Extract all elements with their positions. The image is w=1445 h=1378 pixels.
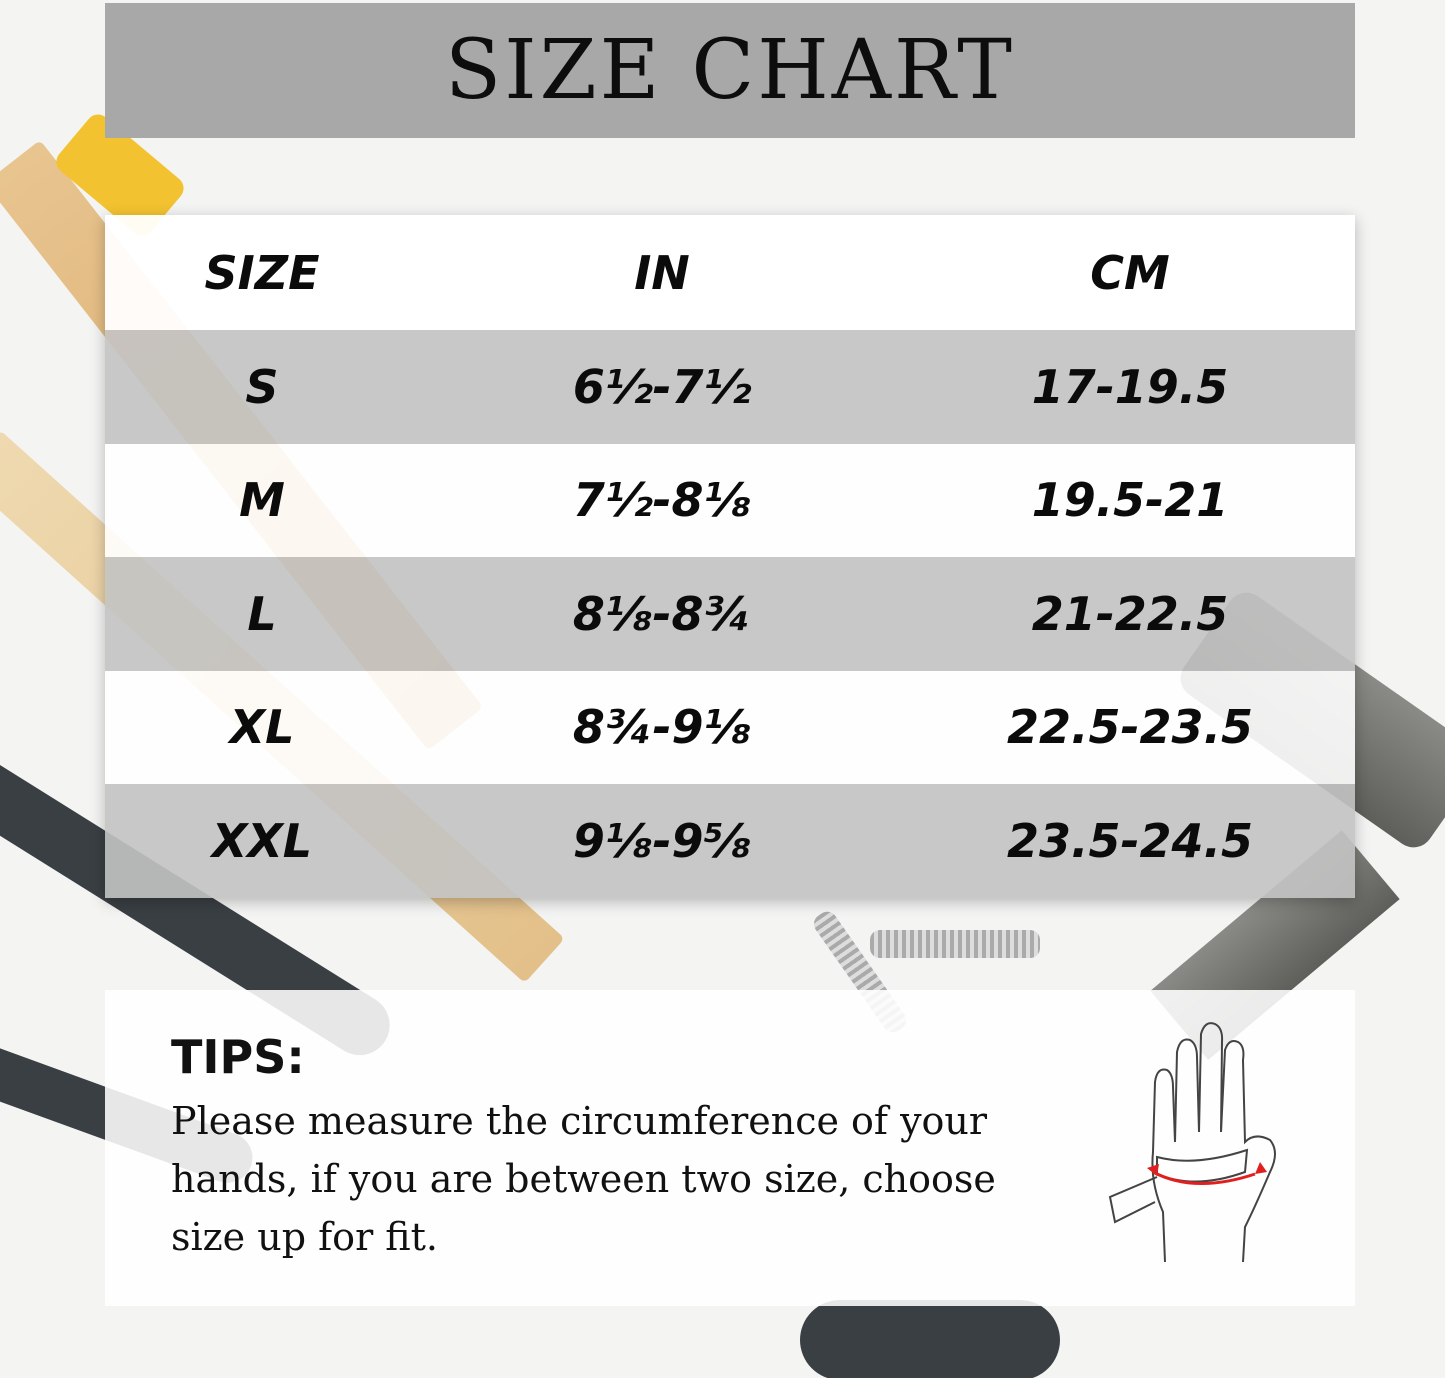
table-header-row: SIZE IN CM: [105, 215, 1355, 330]
header-cm: CM: [1090, 245, 1170, 300]
cell-cm: 22.5-23.5: [1006, 700, 1254, 755]
cell-size: XL: [229, 700, 295, 755]
cell-in: 8⅛-8¾: [572, 586, 752, 641]
table-row: M 7½-8⅛ 19.5-21: [105, 443, 1355, 557]
hand-measuring-tape-icon: [1108, 1022, 1276, 1263]
page-title: SIZE CHART: [445, 23, 1015, 118]
table-row: S 6½-7½ 17-19.5: [105, 330, 1355, 444]
cell-cm: 23.5-24.5: [1006, 813, 1254, 868]
cell-cm: 17-19.5: [1031, 359, 1229, 414]
tips-heading: TIPS:: [171, 1030, 305, 1084]
table-row: L 8⅛-8¾ 21-22.5: [105, 557, 1355, 671]
cell-in: 7½-8⅛: [572, 473, 752, 528]
tips-box: TIPS: Please measure the circumference o…: [105, 990, 1355, 1306]
size-table: SIZE IN CM S 6½-7½ 17-19.5 M 7½-8⅛ 19.5-…: [105, 215, 1355, 898]
cell-cm: 21-22.5: [1031, 586, 1229, 641]
cell-size: S: [245, 359, 279, 414]
cell-in: 6½-7½: [572, 359, 752, 414]
cell-in: 9⅛-9⅝: [572, 813, 752, 868]
header-size: SIZE: [204, 245, 320, 300]
cell-size: XXL: [211, 813, 313, 868]
header-in: IN: [634, 245, 690, 300]
title-band: SIZE CHART: [105, 3, 1355, 138]
cell-in: 8¾-9⅛: [572, 700, 752, 755]
cell-size: M: [239, 473, 285, 528]
tips-text: Please measure the circumference of your…: [171, 1099, 996, 1259]
cell-cm: 19.5-21: [1031, 473, 1229, 528]
table-row: XXL 9⅛-9⅝ 23.5-24.5: [105, 784, 1355, 898]
cell-size: L: [247, 586, 277, 641]
table-row: XL 8¾-9⅛ 22.5-23.5: [105, 670, 1355, 784]
